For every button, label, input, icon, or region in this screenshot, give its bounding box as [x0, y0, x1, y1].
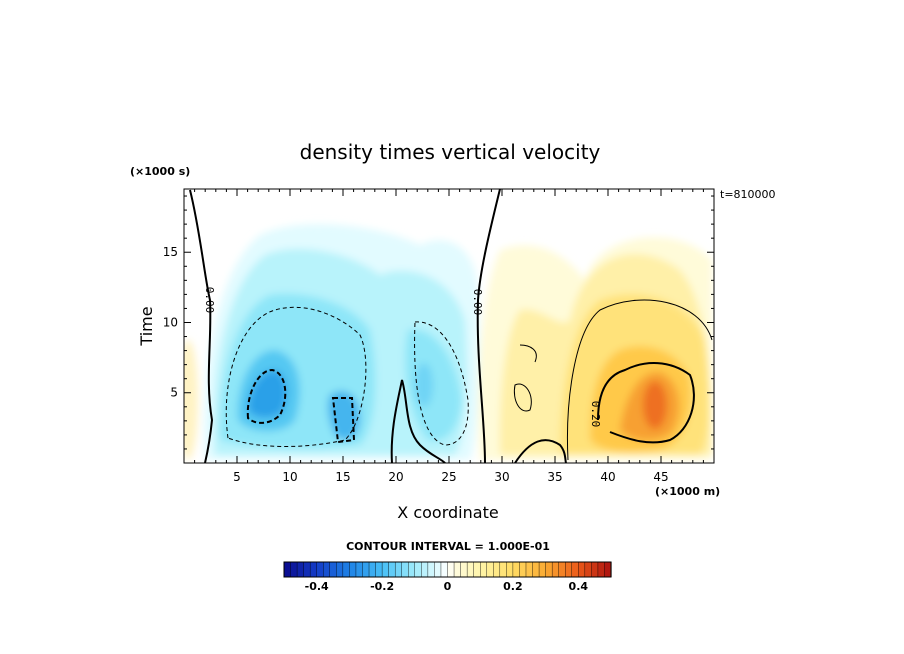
- colorbar-swatch: [578, 561, 586, 578]
- contour-label-positive: 0.20: [589, 401, 602, 428]
- y-tick-label: 5: [170, 386, 178, 400]
- contour-lines: [189, 189, 713, 463]
- colorbar-swatch: [421, 561, 429, 578]
- colorbar-tick-label: 0: [444, 580, 452, 593]
- colorbar-swatch: [434, 561, 442, 578]
- y-axis-label: Time: [137, 306, 156, 346]
- colorbar-swatch: [558, 561, 566, 578]
- colorbar-swatch: [440, 561, 449, 578]
- x-tick-label: 35: [547, 470, 562, 484]
- colorbar-swatch: [336, 561, 344, 578]
- colorbar-swatch: [512, 561, 521, 578]
- y-tick-label: 10: [163, 315, 178, 329]
- x-units-label: (×1000 m): [655, 485, 720, 498]
- colorbar-swatch: [545, 561, 553, 578]
- contour-label-zero-mid: 0.00: [471, 289, 484, 316]
- colorbar-swatch: [447, 561, 455, 578]
- colorbar-swatch: [408, 561, 416, 578]
- colorbar-tick-label: -0.2: [370, 580, 394, 593]
- contour-interval-label: CONTOUR INTERVAL = 1.000E-01: [346, 540, 550, 553]
- colorbar-swatch: [349, 561, 357, 578]
- colorbar-swatch: [414, 561, 422, 578]
- x-axis-label: X coordinate: [397, 503, 498, 522]
- colorbar-swatch: [355, 561, 364, 578]
- colorbar-tick-label: 0.4: [569, 580, 589, 593]
- colorbar-swatch: [375, 561, 383, 578]
- colorbar-swatch: [506, 561, 514, 578]
- colorbar-tick-label: 0.2: [503, 580, 523, 593]
- colorbar-swatch: [303, 561, 311, 578]
- colorbar-ticks: -0.4 -0.2 0 0.2 0.4: [305, 580, 589, 593]
- colorbar: [283, 561, 612, 578]
- colorbar-swatch: [493, 561, 501, 578]
- colorbar-swatch: [316, 561, 324, 578]
- colorbar-swatch: [499, 561, 507, 578]
- colorbar-swatch: [584, 561, 592, 578]
- y-axis-ticks: 5 10 15: [163, 195, 714, 450]
- x-tick-label: 45: [653, 470, 668, 484]
- colorbar-swatch: [551, 561, 560, 578]
- shaded-field: [184, 224, 712, 460]
- contour-label-zero-left: 0.00: [203, 287, 216, 314]
- colorbar-swatch: [480, 561, 488, 578]
- colorbar-swatch: [401, 561, 409, 578]
- colorbar-swatch: [460, 561, 468, 578]
- colorbar-swatch: [362, 561, 370, 578]
- colorbar-swatch: [342, 561, 350, 578]
- colorbar-swatch: [473, 561, 481, 578]
- colorbar-swatch: [394, 561, 403, 578]
- plot-area: [184, 189, 714, 463]
- colorbar-swatch: [427, 561, 436, 578]
- colorbar-swatch: [381, 561, 390, 578]
- colorbar-swatch: [309, 561, 318, 578]
- y-tick-label: 15: [163, 245, 178, 259]
- x-tick-label: 10: [282, 470, 297, 484]
- colorbar-swatch: [388, 561, 396, 578]
- colorbar-swatch: [368, 561, 377, 578]
- colorbar-swatch: [597, 561, 606, 578]
- colorbar-swatch: [538, 561, 547, 578]
- x-tick-label: 25: [441, 470, 456, 484]
- colorbar-swatch: [604, 561, 612, 578]
- chart-title: density times vertical velocity: [300, 140, 601, 164]
- colorbar-swatch: [486, 561, 494, 578]
- colorbar-swatch: [525, 561, 534, 578]
- colorbar-swatch: [329, 561, 337, 578]
- colorbar-swatch: [532, 561, 540, 578]
- colorbar-swatch: [519, 561, 527, 578]
- time-label: t=810000: [720, 188, 776, 201]
- colorbar-swatch: [323, 561, 331, 578]
- y-units-label: (×1000 s): [130, 165, 190, 178]
- x-tick-label: 15: [335, 470, 350, 484]
- x-tick-label: 30: [494, 470, 509, 484]
- colorbar-frame: [283, 561, 612, 578]
- colorbar-swatch: [290, 561, 298, 578]
- colorbar-swatch: [296, 561, 305, 578]
- colorbar-swatch: [571, 561, 579, 578]
- colorbar-swatch: [453, 561, 462, 578]
- colorbar-swatch: [591, 561, 599, 578]
- colorbar-swatch: [283, 561, 292, 578]
- x-tick-label: 5: [233, 470, 241, 484]
- x-axis-ticks: 5 10 15 20 25 30 35 40 45: [194, 189, 704, 484]
- colorbar-swatch: [565, 561, 573, 578]
- colorbar-tick-label: -0.4: [305, 580, 329, 593]
- x-tick-label: 20: [388, 470, 403, 484]
- colorbar-swatch: [466, 561, 475, 578]
- x-tick-label: 40: [600, 470, 615, 484]
